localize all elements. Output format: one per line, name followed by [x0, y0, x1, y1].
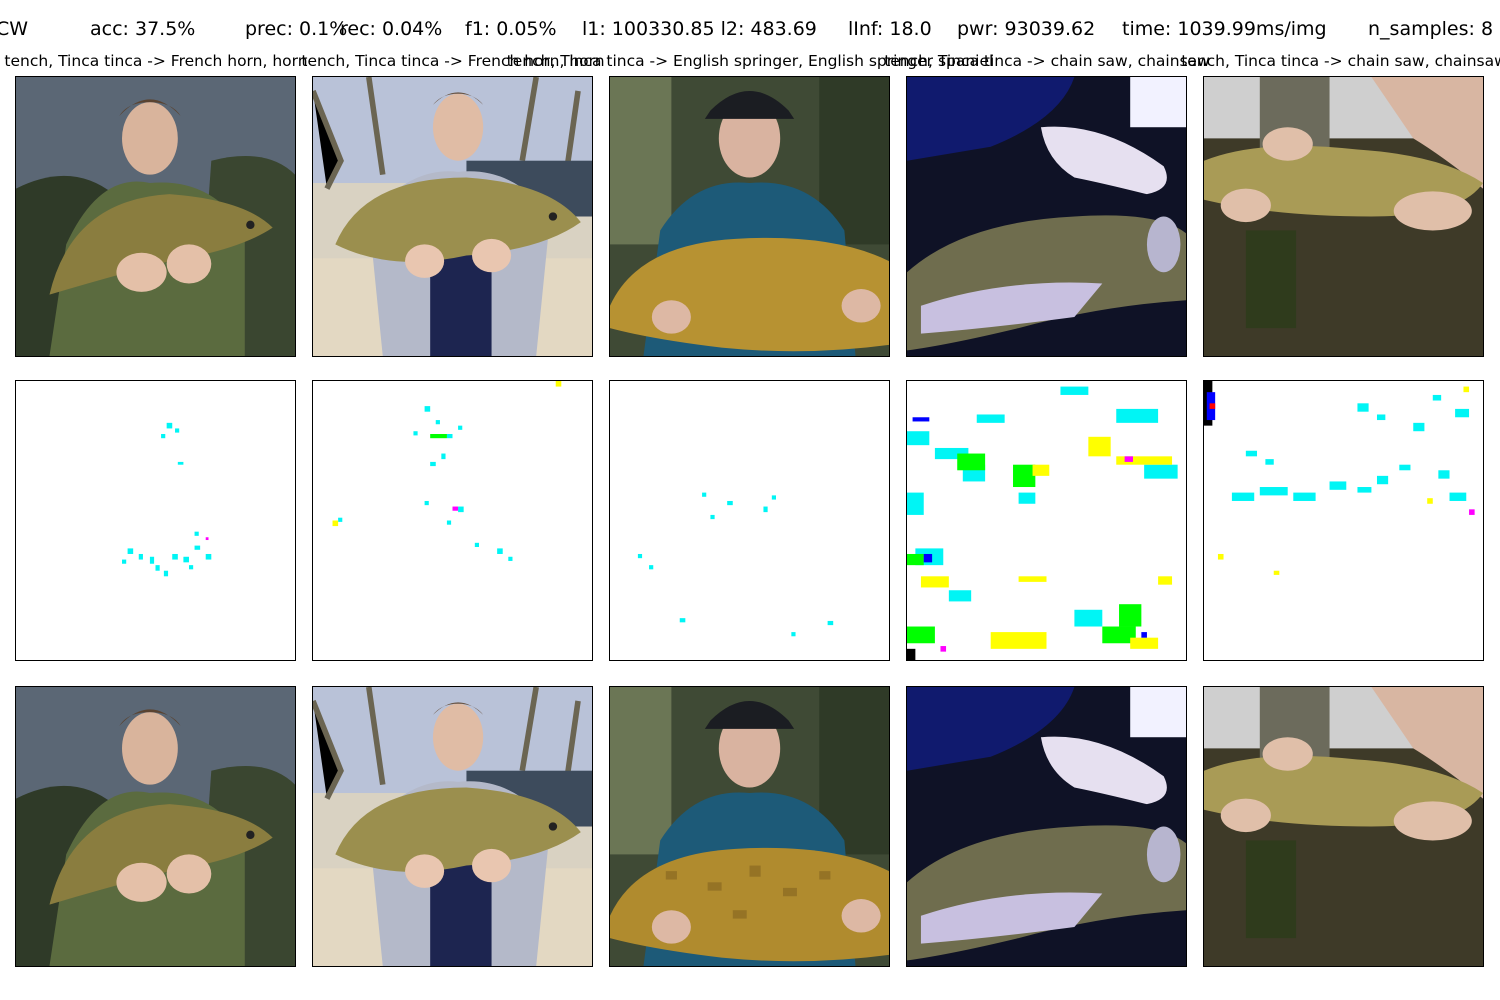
original-image-4: [906, 76, 1187, 357]
perturbation-map-2: [312, 380, 593, 661]
column-caption-3: tench, Tinca tinca -> English springer, …: [506, 52, 994, 70]
perturbation-map-5: [1203, 380, 1484, 661]
column-caption-1: tench, Tinca tinca -> French horn, horn: [4, 52, 308, 70]
original-image-2: [312, 76, 593, 357]
column-caption-4: tench, Tinca tinca -> chain saw, chainsa…: [884, 52, 1210, 70]
recall-metric: rec: 0.04%: [340, 18, 443, 40]
f1-metric: f1: 0.05%: [465, 18, 557, 40]
adversarial-image-4: [906, 686, 1187, 967]
perturbation-map-3: [609, 380, 890, 661]
original-image-5: [1203, 76, 1484, 357]
perturbation-map-4: [906, 380, 1187, 661]
column-caption-2: tench, Tinca tinca -> French horn, horn: [301, 52, 605, 70]
original-image-3: [609, 76, 890, 357]
power-metric: pwr: 93039.62: [957, 18, 1096, 40]
perturbation-map-1: [15, 380, 296, 661]
method-label: CW: [0, 18, 29, 40]
norm-metric: l1: 100330.85 l2: 483.69: [582, 18, 817, 40]
accuracy-metric: acc: 37.5%: [90, 18, 196, 40]
time-metric: time: 1039.99ms/img: [1122, 18, 1327, 40]
adversarial-image-5: [1203, 686, 1484, 967]
original-image-1: [15, 76, 296, 357]
linf-metric: lInf: 18.0: [848, 18, 932, 40]
column-caption-5: tench, Tinca tinca -> chain saw, chainsa…: [1181, 52, 1500, 70]
precision-metric: prec: 0.1%: [245, 18, 348, 40]
adversarial-image-3: [609, 686, 890, 967]
metrics-header: CW acc: 37.5% prec: 0.1% rec: 0.04% f1: …: [0, 16, 1500, 42]
samples-metric: n_samples: 8: [1368, 18, 1494, 40]
adversarial-image-1: [15, 686, 296, 967]
adversarial-image-2: [312, 686, 593, 967]
